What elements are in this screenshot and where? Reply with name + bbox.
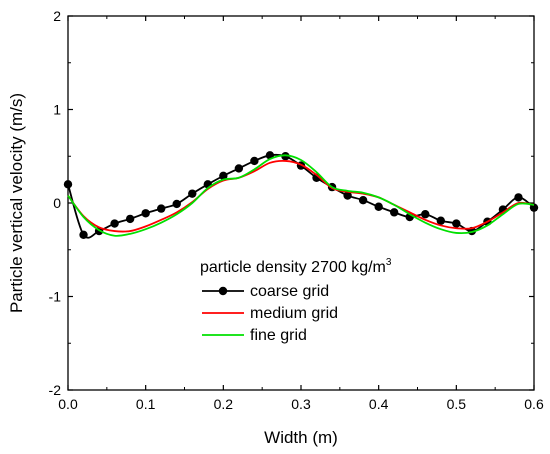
data-point [157,204,166,213]
x-tick-label: 0.1 [136,396,156,412]
data-point [452,219,461,228]
data-point [234,164,244,173]
series-fine-grid [67,154,535,237]
data-point [529,203,539,212]
data-point [421,210,430,219]
data-point [63,180,73,189]
data-point [343,191,352,200]
data-point [281,152,290,161]
legend-title-text: particle density 2700 kg/m [200,259,386,276]
series-line [67,159,535,233]
legend-label: fine grid [250,327,307,344]
data-point [110,219,119,228]
data-point [141,209,150,218]
x-tick-label: 0.5 [447,396,467,412]
series-layer [63,151,539,239]
data-point [219,171,228,181]
legend-label: medium grid [250,305,338,322]
y-tick-label: 0 [53,195,61,211]
legend-items: coarse grid medium grid fine grid [202,283,338,344]
data-point [358,195,368,205]
x-tick-label: 0.2 [214,396,234,412]
series-line [67,154,535,237]
data-point [436,216,445,225]
legend-item: coarse grid [202,283,329,300]
data-point [514,193,523,202]
x-tick-label: 0.4 [369,396,389,412]
legend-title: particle density 2700 kg/m3 [200,257,392,276]
legend-item: fine grid [202,327,307,344]
data-point [390,208,399,217]
x-tick-label: 0.3 [291,396,311,412]
legend: particle density 2700 kg/m3 coarse grid m… [200,257,392,344]
x-tick-label: 0.6 [524,396,544,412]
data-point [79,230,88,239]
y-tick-label: 1 [53,102,61,118]
y-tick-label: -1 [49,289,62,305]
data-point [125,214,135,224]
data-point [250,156,259,166]
legend-title-superscript: 3 [386,257,392,268]
legend-label: coarse grid [250,283,329,300]
axis-ticks: 0.0 0.1 0.2 0.3 0.4 0.5 0.6 -2 -1 0 1 2 [49,8,544,412]
y-axis-label: Particle vertical velocity (m/s) [7,93,26,313]
data-point [374,202,383,211]
y-tick-label: -2 [49,382,62,398]
data-point [172,199,181,209]
series-medium-grid [67,159,535,233]
legend-item: medium grid [202,305,338,322]
x-axis-label: Width (m) [264,428,338,447]
x-tick-label: 0.0 [58,396,78,412]
data-point [188,189,197,198]
legend-marker [218,286,228,296]
y-tick-label: 2 [53,8,61,24]
